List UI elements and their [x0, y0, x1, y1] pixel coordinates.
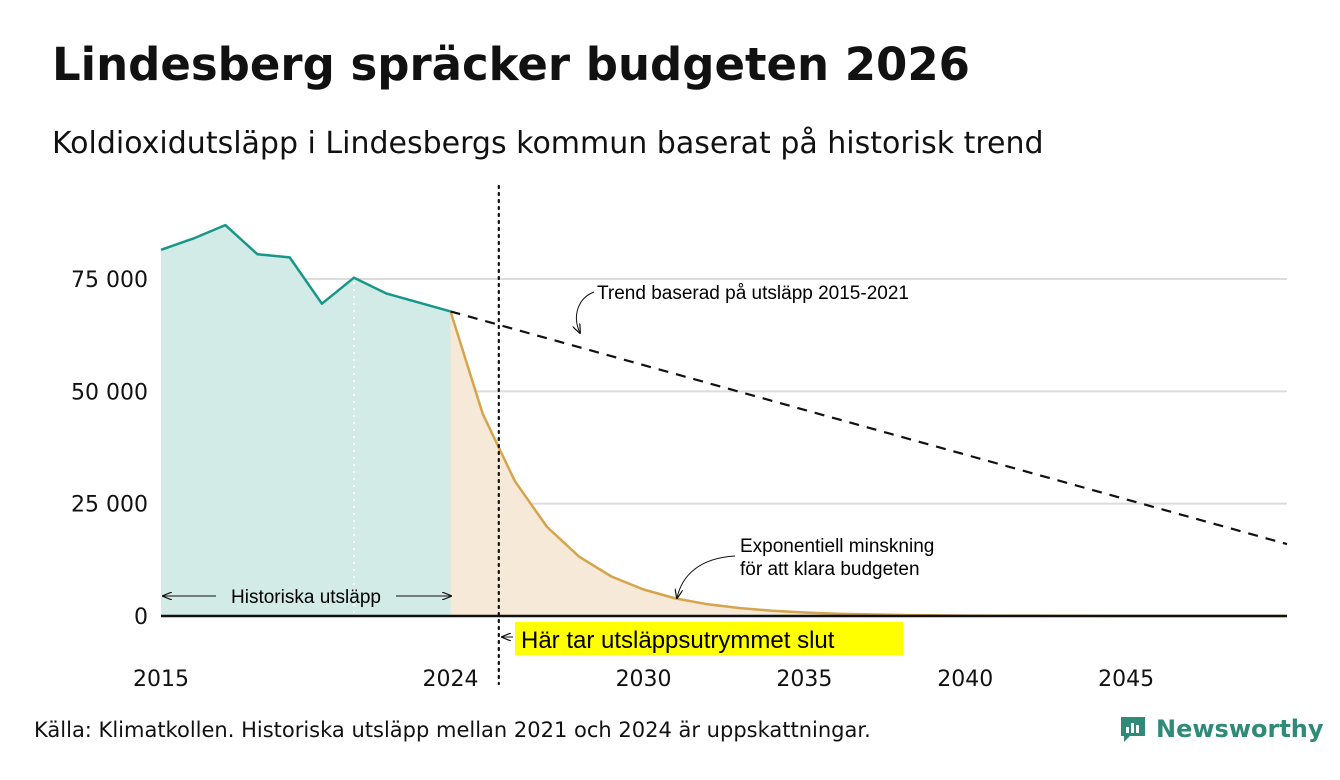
decline-arrow	[677, 555, 736, 598]
annotation-layer: Historiska utsläpp Trend baserad på utsl…	[163, 283, 934, 655]
newsworthy-logo-icon	[1121, 717, 1145, 742]
exponential-decline-area	[450, 311, 1287, 616]
x-tick-label: 2015	[133, 667, 189, 692]
x-tick-label: 2035	[776, 667, 832, 692]
brand-logo: Newsworthy	[1118, 714, 1324, 744]
trend-line-line	[450, 310, 1288, 546]
x-tick-label: 2024	[423, 667, 479, 692]
budget-end-highlight	[515, 622, 903, 655]
source-note: Källa: Klimatkollen. Historiska utsläpp …	[34, 718, 871, 742]
y-tick-label: 50 000	[71, 380, 148, 405]
historical-label: Historiska utsläpp	[231, 587, 381, 608]
decline-label-line1: Exponentiell minskning	[740, 536, 934, 557]
axis-layer: 0 25 000 50 000 75 000 2015 2024 2030 2035 2040 2…	[71, 268, 1287, 692]
budget-end-label: Här tar utsläppsutrymmet slut	[521, 627, 835, 654]
historical-emissions-area	[161, 225, 451, 616]
decline-label-line2: för att klara budgeten	[740, 559, 920, 580]
historical-emissions-line	[160, 223, 451, 313]
brand-name: Newsworthy	[1156, 715, 1324, 743]
y-tick-label: 0	[134, 605, 148, 630]
y-tick-label: 75 000	[71, 268, 148, 293]
trend-label: Trend baserad på utsläpp 2015-2021	[597, 283, 909, 304]
x-tick-label: 2040	[937, 667, 993, 692]
x-tick-label: 2030	[616, 667, 672, 692]
y-tick-label: 25 000	[71, 493, 148, 518]
trend-arrow	[576, 291, 595, 333]
page-subtitle: Koldioxidutsläpp i Lindesbergs kommun ba…	[52, 126, 1044, 161]
x-tick-label: 2045	[1098, 667, 1154, 692]
page-title: Lindesberg spräcker budgeten 2026	[52, 38, 970, 91]
fill-layer	[161, 225, 1287, 616]
